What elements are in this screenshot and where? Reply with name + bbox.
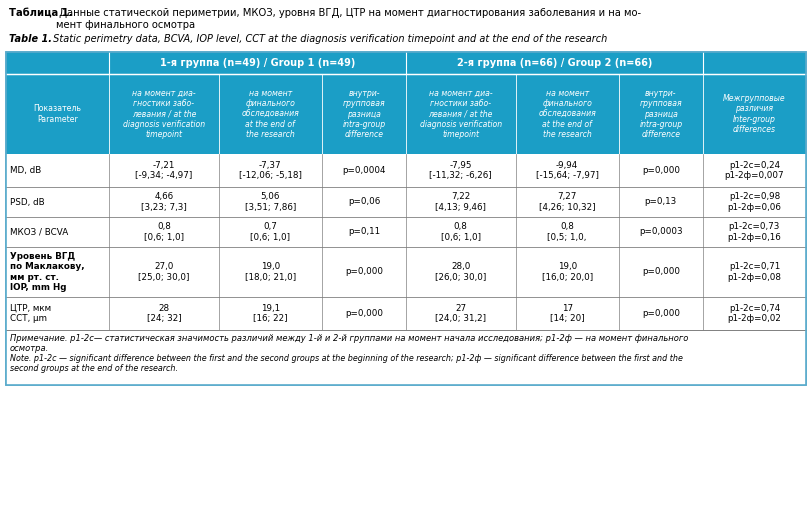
Text: p=0,000: p=0,000 — [641, 166, 679, 175]
Bar — [6, 217, 805, 247]
Text: Таблица 1.: Таблица 1. — [9, 8, 73, 18]
Text: Показатель
Parameter: Показатель Parameter — [33, 104, 81, 124]
Text: p=0,000: p=0,000 — [345, 268, 383, 277]
Text: p=0,000: p=0,000 — [641, 309, 679, 318]
Text: 7,22
[4,13; 9,46]: 7,22 [4,13; 9,46] — [435, 192, 486, 212]
Bar — [6, 297, 805, 330]
Text: 27,0
[25,0; 30,0]: 27,0 [25,0; 30,0] — [138, 262, 190, 282]
Text: внутри-
групповая
разница
intra-group
difference: внутри- групповая разница intra-group di… — [638, 89, 681, 139]
Text: p=0,11: p=0,11 — [347, 227, 380, 236]
Text: на момент
финального
обследования
at the end of
the research: на момент финального обследования at the… — [538, 89, 595, 139]
Text: 17
[14; 20]: 17 [14; 20] — [549, 304, 584, 323]
Text: -7,95
[-11,32; -6,26]: -7,95 [-11,32; -6,26] — [429, 161, 491, 180]
Text: p=0,06: p=0,06 — [347, 197, 380, 206]
Text: Table 1.: Table 1. — [9, 34, 52, 44]
Text: p1-2c=0,73
p1-2ф=0,16: p1-2c=0,73 p1-2ф=0,16 — [727, 222, 780, 242]
Text: 2-я группа (n=66) / Group 2 (n=66): 2-я группа (n=66) / Group 2 (n=66) — [456, 58, 651, 68]
Text: на момент диа-
гностики забо-
левания / at the
diagnosis verification
timepoint: на момент диа- гностики забо- левания / … — [122, 89, 205, 139]
Text: 0,8
[0,6; 1,0]: 0,8 [0,6; 1,0] — [144, 222, 184, 242]
Bar — [6, 330, 805, 385]
Bar — [6, 187, 805, 217]
Text: 19,0
[16,0; 20,0]: 19,0 [16,0; 20,0] — [541, 262, 592, 282]
Text: p=0,0003: p=0,0003 — [638, 227, 682, 236]
Bar — [6, 52, 805, 385]
Bar — [6, 247, 805, 297]
Text: PSD, dB: PSD, dB — [10, 197, 45, 206]
Text: p1-2c=0,98
p1-2ф=0,06: p1-2c=0,98 p1-2ф=0,06 — [727, 192, 780, 212]
Text: p1-2c=0,24
p1-2ф=0,007: p1-2c=0,24 p1-2ф=0,007 — [723, 161, 783, 180]
Text: p=0,000: p=0,000 — [345, 309, 383, 318]
Text: -7,37
[-12,06; -5,18]: -7,37 [-12,06; -5,18] — [238, 161, 302, 180]
Bar — [6, 154, 805, 187]
Bar — [6, 74, 805, 154]
Text: 28
[24; 32]: 28 [24; 32] — [147, 304, 181, 323]
Text: 0,8
[0,6; 1,0]: 0,8 [0,6; 1,0] — [440, 222, 480, 242]
Text: ЦТР, мкм
CCT, µm: ЦТР, мкм CCT, µm — [10, 304, 51, 323]
Text: на момент диа-
гностики забо-
левания / at the
diagnosis verification
timepoint: на момент диа- гностики забо- левания / … — [419, 89, 501, 139]
Text: на момент
финального
обследования
at the end of
the research: на момент финального обследования at the… — [241, 89, 299, 139]
Text: p=0,000: p=0,000 — [641, 268, 679, 277]
Text: Note. p1-2c — significant difference between the first and the second groups at : Note. p1-2c — significant difference bet… — [10, 354, 682, 373]
Text: 28,0
[26,0; 30,0]: 28,0 [26,0; 30,0] — [435, 262, 486, 282]
Text: p1-2c=0,74
p1-2ф=0,02: p1-2c=0,74 p1-2ф=0,02 — [727, 304, 780, 323]
Text: 19,0
[18,0; 21,0]: 19,0 [18,0; 21,0] — [244, 262, 296, 282]
Text: 19,1
[16; 22]: 19,1 [16; 22] — [253, 304, 287, 323]
Text: 7,27
[4,26; 10,32]: 7,27 [4,26; 10,32] — [539, 192, 594, 212]
Text: -9,94
[-15,64; -7,97]: -9,94 [-15,64; -7,97] — [535, 161, 598, 180]
Bar — [6, 52, 805, 74]
Text: внутри-
групповая
разница
intra-group
difference: внутри- групповая разница intra-group di… — [342, 89, 385, 139]
Text: -7,21
[-9,34; -4,97]: -7,21 [-9,34; -4,97] — [135, 161, 192, 180]
Text: 4,66
[3,23; 7,3]: 4,66 [3,23; 7,3] — [141, 192, 187, 212]
Text: p1-2c=0,71
p1-2ф=0,08: p1-2c=0,71 p1-2ф=0,08 — [727, 262, 780, 282]
Text: MD, dB: MD, dB — [10, 166, 41, 175]
Text: Static perimetry data, BCVA, IOP level, CCT at the diagnosis verification timepo: Static perimetry data, BCVA, IOP level, … — [50, 34, 607, 44]
Text: МКОЗ / BCVA: МКОЗ / BCVA — [10, 227, 68, 236]
Text: p=0,13: p=0,13 — [644, 197, 676, 206]
Text: 0,8
[0,5; 1,0,: 0,8 [0,5; 1,0, — [547, 222, 586, 242]
Text: 5,06
[3,51; 7,86]: 5,06 [3,51; 7,86] — [244, 192, 296, 212]
Text: Данные статической периметрии, МКОЗ, уровня ВГД, ЦТР на момент диагностирования : Данные статической периметрии, МКОЗ, уро… — [56, 8, 641, 29]
Text: Уровень ВГД
по Маклакову,
мм рт. ст.
IOP, mm Hg: Уровень ВГД по Маклакову, мм рт. ст. IOP… — [10, 252, 84, 292]
Text: 27
[24,0; 31,2]: 27 [24,0; 31,2] — [435, 304, 486, 323]
Text: 1-я группа (n=49) / Group 1 (n=49): 1-я группа (n=49) / Group 1 (n=49) — [160, 58, 355, 68]
Text: p=0,0004: p=0,0004 — [341, 166, 385, 175]
Text: Примечание. p1-2c— статистическая значимость различий между 1-й и 2-й группами н: Примечание. p1-2c— статистическая значим… — [10, 334, 688, 353]
Text: Межгрупповые
различия
Inter-group
differences: Межгрупповые различия Inter-group differ… — [723, 94, 785, 134]
Bar — [6, 52, 805, 385]
Text: 0,7
[0,6; 1,0]: 0,7 [0,6; 1,0] — [250, 222, 290, 242]
